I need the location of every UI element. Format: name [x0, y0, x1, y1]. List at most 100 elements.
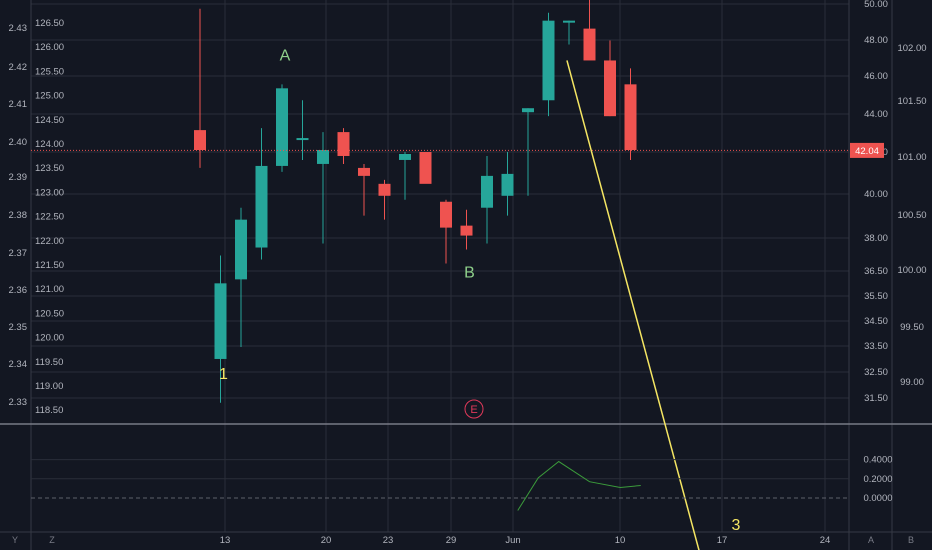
left-axis-tick-label: 2.40 [9, 137, 28, 148]
left-axis-tick-label: 2.43 [9, 23, 28, 34]
left-axis-tick-label: 2.41 [9, 99, 28, 110]
wave-label: 3 [732, 517, 741, 534]
x-axis-tick-label: 10 [615, 535, 626, 546]
outer-right-axis-tick-label: 100.00 [897, 265, 926, 276]
right-axis-tick-label: 38.00 [864, 233, 888, 244]
inner-left-axis-tick-label: 122.00 [35, 236, 64, 247]
left-axis-tick-label: 2.33 [9, 397, 28, 408]
x-axis-tick-label: Jun [505, 535, 520, 546]
candle-body [583, 28, 596, 61]
inner-left-axis-tick-label: 125.50 [35, 66, 64, 77]
left-axis-tick-label: 2.36 [9, 285, 28, 296]
left-axis-tick-label: 2.42 [9, 62, 28, 73]
osc-axis-tick-label: 0.2000 [863, 474, 892, 485]
bottom-right-label-2: B [908, 535, 914, 545]
left-axis-tick-label: 2.34 [9, 359, 28, 370]
left-axis-tick-label: 2.39 [9, 172, 28, 183]
right-axis-tick-label: 46.00 [864, 71, 888, 82]
candle-body [481, 175, 493, 208]
candle-body [214, 283, 227, 359]
left-axis-tick-label: 2.37 [9, 248, 28, 259]
candle-body [358, 167, 370, 176]
candle-body [378, 183, 391, 196]
inner-left-axis-tick-label: 120.50 [35, 308, 64, 319]
inner-left-axis-tick-label: 126.00 [35, 42, 64, 53]
inner-left-axis-tick-label: 119.00 [35, 381, 63, 392]
candle-body [276, 88, 288, 166]
bottom-right-label-1: A [868, 535, 874, 545]
oscillator-series-line [517, 460, 641, 511]
last-price-tag-label: 42.04 [855, 146, 879, 157]
outer-right-axis-tick-label: 101.00 [897, 152, 926, 163]
inner-left-axis-tick-label: 123.00 [35, 187, 64, 198]
right-axis-tick-label: 33.50 [864, 341, 888, 352]
outer-right-axis-tick-label: 99.50 [900, 322, 924, 333]
right-axis-tick-label: 40.00 [864, 189, 888, 200]
oscillator-pane [31, 459, 849, 511]
right-axis-tick-label: 34.50 [864, 316, 888, 327]
inner-left-axis-tick-label: 125.00 [35, 91, 64, 102]
last-price-tag [850, 142, 884, 158]
candle-body [317, 150, 329, 164]
candle-body [624, 84, 637, 151]
candle-body [399, 153, 411, 160]
inner-left-axis-tick-label: 118.50 [35, 405, 63, 416]
right-axis-tick-label: 48.00 [864, 35, 888, 46]
outer-right-axis-tick-label: 100.50 [897, 210, 926, 221]
x-axis-tick-label: 23 [383, 535, 394, 546]
x-axis-tick-label: 17 [717, 535, 728, 546]
x-axis-tick-label: 20 [321, 535, 332, 546]
candle-body [194, 130, 206, 151]
candle-body [419, 152, 432, 184]
wave-annotations: 1ABC23E [219, 47, 741, 550]
left-axis-tick-label: 2.38 [9, 210, 28, 221]
candle-body [563, 20, 575, 23]
x-axis-tick-label: 24 [820, 535, 831, 546]
inner-left-axis-tick-label: 121.50 [35, 260, 64, 271]
outer-right-axis-tick-label: 102.00 [897, 43, 926, 54]
inner-left-axis-tick-label: 122.50 [35, 212, 64, 223]
candle-body [440, 201, 452, 228]
x-axis-tick-label: 13 [220, 535, 231, 546]
x-axis-tick-label: 29 [446, 535, 457, 546]
inner-left-axis-tick-label: 124.50 [35, 115, 64, 126]
earnings-marker-label: E [470, 404, 477, 416]
right-axis-tick-label: 36.50 [864, 266, 888, 277]
candle-body [337, 132, 350, 156]
candle-body [235, 219, 247, 280]
wave-label: 1 [219, 366, 228, 383]
grid-lines [31, 0, 849, 532]
earnings-marker-icon [464, 399, 484, 419]
osc-axis-tick-label: 0.0000 [863, 493, 892, 504]
candle-body [255, 165, 268, 248]
inner-left-axis-tick-label: 124.00 [35, 139, 64, 150]
right-axis-tick-label: 35.50 [864, 291, 888, 302]
inner-left-axis-tick-label: 121.00 [35, 284, 64, 295]
right-axis-tick-label: 44.00 [864, 109, 888, 120]
inner-left-axis-tick-label: 119.50 [35, 357, 63, 368]
bottom-left-label-2: Z [49, 535, 55, 545]
wave-label: A [280, 47, 291, 64]
left-axis-tick-label: 2.35 [9, 322, 28, 333]
projection-arrow-line [566, 60, 700, 550]
wave-label: B [464, 264, 475, 281]
inner-left-axis-tick-label: 123.50 [35, 163, 64, 174]
axes: 2.43 2.42 2.41 2.40 2.39 2.38 2.37 2.36 2.35 2.34… [9, 0, 927, 546]
bottom-left-label-1: Y [12, 535, 18, 545]
right-axis-tick-label: 31.50 [864, 393, 888, 404]
outer-right-axis-tick-label: 101.50 [897, 96, 926, 107]
inner-left-axis-tick-label: 120.00 [35, 333, 64, 344]
candle-body [501, 173, 514, 196]
inner-left-axis-tick-label: 126.50 [35, 18, 64, 29]
candle-body [542, 20, 555, 101]
candle-body [460, 225, 473, 236]
candlestick-series [194, 0, 637, 403]
candle-body [604, 60, 616, 117]
osc-axis-tick-label: 0.4000 [863, 455, 892, 466]
candle-body [296, 138, 309, 141]
right-axis-tick-label: 50.00 [864, 0, 888, 10]
outer-right-axis-tick-label: 99.00 [900, 377, 924, 388]
